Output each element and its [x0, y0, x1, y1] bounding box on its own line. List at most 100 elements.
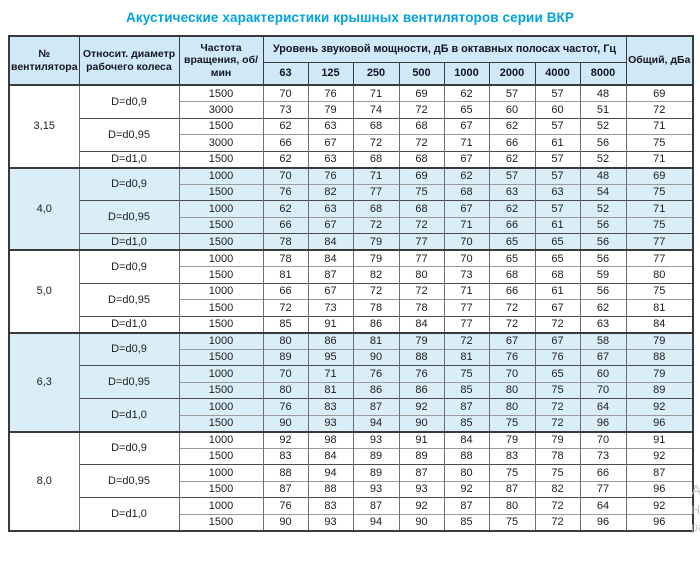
level-cell: 87 [398, 464, 445, 481]
level-cell: 90 [262, 513, 309, 531]
level-cell: 62 [579, 299, 627, 316]
level-cell: 85 [443, 513, 490, 531]
level-cell: 79 [534, 430, 581, 448]
level-cell: 71 [307, 365, 354, 382]
table-row: 1500 89 95 90 88 81 76 76 67 88 [9, 348, 694, 366]
total-cell: 92 [625, 447, 694, 465]
level-cell: 58 [579, 331, 627, 349]
level-cell: 62 [443, 166, 490, 184]
level-cell: 72 [398, 282, 445, 300]
level-cell: 72 [352, 216, 400, 234]
level-cell: 72 [534, 513, 581, 531]
level-cell: 63 [307, 150, 354, 168]
speed-cell: 1500 [178, 233, 264, 250]
level-cell: 86 [398, 381, 445, 399]
total-cell: 79 [625, 331, 694, 349]
freq-band-8000: 8000 [579, 61, 627, 86]
level-cell: 80 [262, 331, 309, 349]
table-row: 5,0 D=d0,9 1000 78 84 79 77 70 65 65 56 77 [8, 249, 694, 333]
level-cell: 89 [352, 447, 400, 465]
level-cell: 65 [488, 233, 536, 250]
level-cell: 93 [352, 480, 400, 498]
total-cell: 77 [625, 233, 694, 250]
level-cell: 88 [262, 464, 309, 481]
fan-number-cell: 4,0 [8, 166, 80, 250]
level-cell: 68 [352, 117, 400, 135]
level-cell: 70 [443, 249, 490, 267]
level-cell: 71 [443, 216, 490, 234]
table-row: 1500 87 88 93 93 92 87 82 77 96 [9, 480, 694, 498]
level-cell: 70 [443, 233, 490, 250]
level-cell: 81 [443, 348, 490, 366]
level-cell: 62 [488, 117, 536, 135]
level-cell: 79 [352, 249, 400, 267]
level-cell: 80 [398, 266, 445, 283]
level-cell: 74 [352, 101, 400, 118]
speed-cell: 1500 [178, 216, 264, 234]
total-cell: 84 [625, 315, 694, 333]
table-row: D=d1,0 1500 85 91 86 84 77 72 72 63 84 [9, 315, 694, 333]
level-cell: 87 [443, 398, 490, 415]
table-row: 1500 83 84 89 89 88 83 78 73 92 [9, 447, 694, 465]
level-cell: 77 [579, 480, 627, 498]
level-cell: 72 [352, 134, 400, 151]
level-cell: 65 [534, 233, 581, 250]
level-cell: 57 [488, 166, 536, 184]
speed-cell: 3000 [178, 101, 264, 118]
total-cell: 88 [625, 348, 694, 366]
level-cell: 59 [579, 266, 627, 283]
level-cell: 96 [579, 513, 627, 531]
level-cell: 67 [307, 134, 354, 151]
header-row-frequencies: 63 125 250 500 1000 2000 4000 8000 [9, 61, 693, 86]
diameter-cell: D=d0,95 [78, 200, 180, 234]
level-cell: 76 [398, 365, 445, 382]
level-cell: 84 [307, 249, 354, 267]
level-cell: 71 [443, 134, 490, 151]
level-cell: 70 [579, 430, 627, 448]
total-cell: 96 [625, 513, 694, 531]
speed-cell: 1500 [178, 150, 264, 168]
level-cell: 84 [398, 315, 445, 333]
speed-cell: 1500 [178, 480, 264, 498]
level-cell: 89 [262, 348, 309, 366]
table-row: D=d1,0 1000 76 83 87 92 87 80 72 64 92 [9, 398, 694, 432]
level-cell: 72 [398, 216, 445, 234]
diameter-cell: D=d0,9 [78, 331, 180, 366]
level-cell: 76 [262, 183, 309, 201]
level-cell: 86 [352, 381, 400, 399]
level-cell: 85 [443, 414, 490, 432]
level-cell: 67 [579, 348, 627, 366]
speed-cell: 1500 [178, 117, 264, 135]
level-cell: 72 [398, 134, 445, 151]
acoustic-table: № вентилятора Относит. диаметр рабочего … [8, 35, 695, 532]
level-cell: 61 [534, 134, 581, 151]
level-cell: 61 [534, 216, 581, 234]
total-cell: 69 [625, 84, 694, 102]
level-cell: 69 [398, 84, 445, 102]
level-cell: 67 [534, 331, 581, 349]
level-cell: 81 [307, 381, 354, 399]
table-row: 1500 76 82 77 75 68 63 63 54 75 [9, 183, 694, 201]
level-cell: 68 [534, 266, 581, 283]
freq-band-4000: 4000 [534, 61, 581, 86]
level-cell: 80 [488, 381, 536, 399]
level-cell: 75 [534, 381, 581, 399]
total-cell: 96 [625, 480, 694, 498]
total-cell: 75 [625, 134, 694, 151]
level-cell: 87 [262, 480, 309, 498]
level-cell: 72 [352, 282, 400, 300]
diameter-cell: D=d1,0 [78, 398, 180, 432]
level-cell: 52 [579, 200, 627, 217]
level-cell: 72 [443, 331, 490, 349]
level-cell: 71 [352, 84, 400, 102]
level-cell: 68 [443, 183, 490, 201]
level-cell: 54 [579, 183, 627, 201]
level-cell: 71 [443, 282, 490, 300]
level-cell: 93 [398, 480, 445, 498]
level-cell: 66 [579, 464, 627, 481]
total-cell: 72 [625, 101, 694, 118]
table-row: 6,3 D=d0,9 1000 80 86 81 79 72 67 67 58 79 [8, 331, 694, 432]
col-header-diameter: Относит. диаметр рабочего колеса [78, 35, 180, 86]
speed-cell: 1000 [178, 430, 264, 448]
